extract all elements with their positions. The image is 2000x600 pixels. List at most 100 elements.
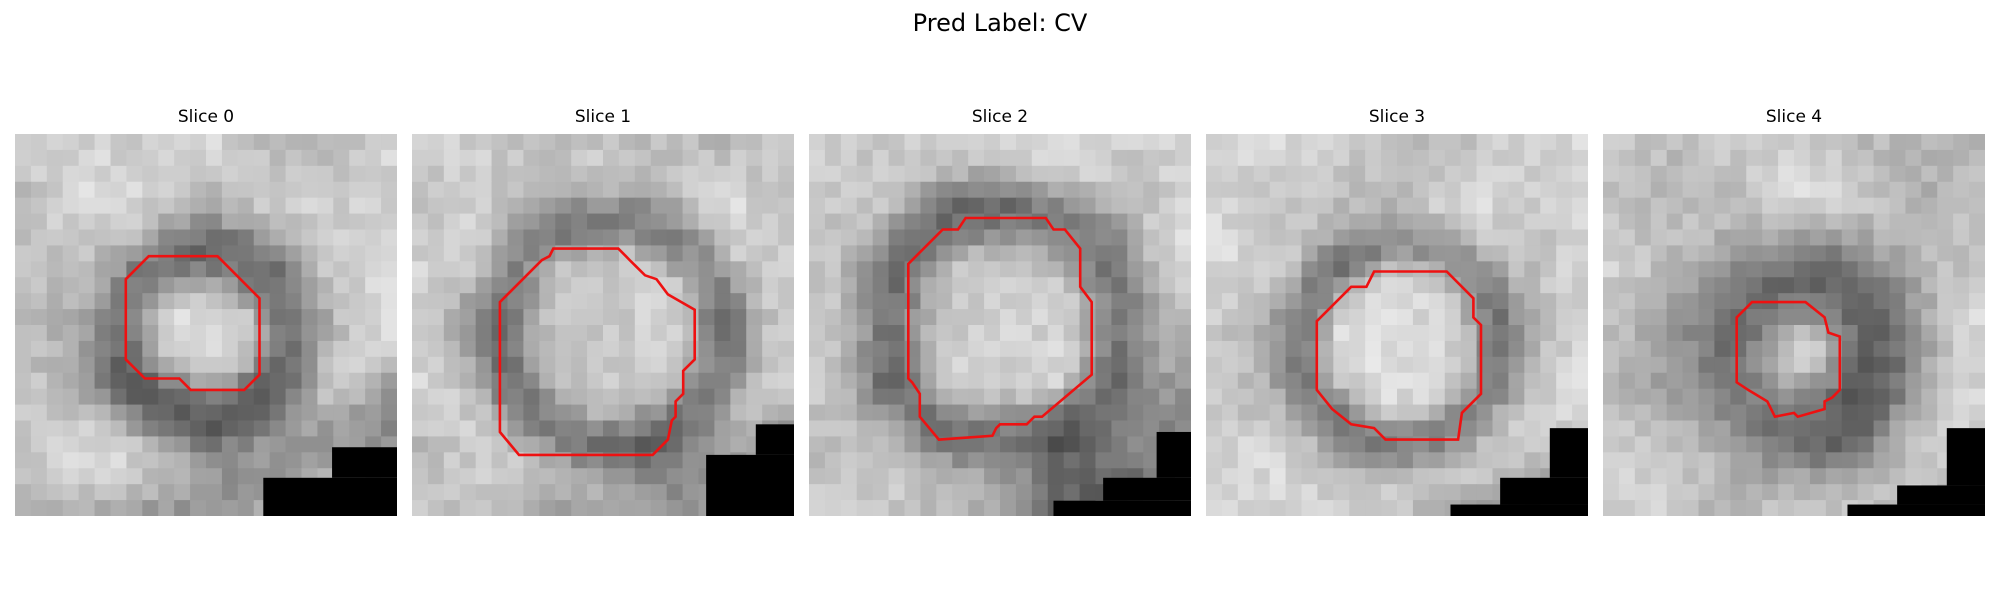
texture-pixel xyxy=(1317,229,1334,246)
texture-pixel xyxy=(1730,181,1747,199)
texture-pixel xyxy=(46,356,64,374)
texture-pixel xyxy=(856,197,874,214)
texture-pixel xyxy=(698,293,715,310)
texture-pixel xyxy=(94,420,111,437)
texture-pixel xyxy=(317,165,334,183)
texture-pixel xyxy=(190,293,207,310)
texture-pixel xyxy=(1206,309,1223,326)
texture-pixel xyxy=(809,356,826,374)
texture-pixel xyxy=(1921,372,1938,390)
texture-pixel xyxy=(1572,277,1588,294)
texture-pixel xyxy=(1794,468,1811,485)
texture-pixel xyxy=(1015,245,1033,262)
texture-pixel xyxy=(1603,213,1620,230)
texture-pixel xyxy=(730,245,747,262)
texture-pixel xyxy=(730,277,747,294)
texture-pixel xyxy=(1159,261,1176,278)
texture-pixel xyxy=(650,165,668,183)
texture-pixel xyxy=(1556,340,1573,358)
texture-pixel xyxy=(62,245,80,262)
texture-pixel xyxy=(1095,404,1112,421)
texture-pixel xyxy=(126,181,143,199)
texture-pixel xyxy=(1000,452,1017,469)
texture-pixel xyxy=(78,261,95,278)
texture-pixel xyxy=(523,325,540,342)
texture-pixel xyxy=(62,388,80,405)
texture-pixel xyxy=(1556,277,1573,294)
texture-pixel xyxy=(1746,181,1763,199)
texture-pixel xyxy=(698,356,715,374)
texture-pixel xyxy=(253,420,271,437)
texture-pixel xyxy=(1333,165,1350,183)
texture-pixel xyxy=(1698,277,1715,294)
texture-pixel xyxy=(1921,436,1938,453)
texture-pixel xyxy=(1650,277,1668,294)
texture-pixel xyxy=(1873,181,1890,199)
texture-pixel xyxy=(1682,245,1699,262)
texture-pixel xyxy=(1524,229,1541,246)
texture-pixel xyxy=(587,420,604,437)
texture-pixel xyxy=(365,325,382,342)
slice-image-1 xyxy=(412,134,794,516)
texture-pixel xyxy=(1698,420,1715,437)
texture-pixel xyxy=(1762,197,1779,214)
texture-pixel xyxy=(1778,325,1795,342)
texture-pixel xyxy=(269,340,286,358)
texture-pixel xyxy=(840,309,858,326)
texture-pixel xyxy=(1159,404,1176,421)
texture-pixel xyxy=(1047,213,1065,230)
texture-pixel xyxy=(1301,309,1318,326)
texture-pixel xyxy=(1349,404,1366,421)
texture-pixel xyxy=(968,149,985,167)
texture-pixel xyxy=(253,277,271,294)
texture-pixel xyxy=(253,229,271,246)
texture-pixel xyxy=(1953,356,1970,374)
texture-pixel xyxy=(285,165,302,183)
texture-pixel xyxy=(1841,277,1859,294)
texture-pixel xyxy=(968,325,985,342)
texture-pixel xyxy=(78,356,95,374)
texture-pixel xyxy=(1063,277,1080,294)
texture-pixel xyxy=(443,468,461,485)
texture-pixel xyxy=(1047,149,1065,167)
texture-pixel xyxy=(618,484,636,501)
texture-pixel xyxy=(1063,420,1080,437)
texture-pixel xyxy=(381,149,397,167)
texture-pixel xyxy=(475,388,492,405)
texture-pixel xyxy=(571,468,588,485)
texture-pixel xyxy=(1159,356,1176,374)
texture-pixel xyxy=(1237,213,1255,230)
texture-pixel xyxy=(714,309,731,326)
texture-pixel xyxy=(221,500,239,516)
texture-pixel xyxy=(1333,484,1350,501)
texture-pixel xyxy=(1365,325,1382,342)
texture-pixel xyxy=(459,309,477,326)
texture-pixel xyxy=(1015,452,1033,469)
texture-pixel xyxy=(1015,149,1033,167)
texture-pixel xyxy=(856,468,874,485)
texture-pixel xyxy=(1650,500,1668,516)
texture-pixel xyxy=(110,372,127,390)
texture-pixel xyxy=(968,277,985,294)
texture-pixel xyxy=(1333,261,1350,278)
texture-pixel xyxy=(1889,325,1906,342)
texture-pixel xyxy=(1476,134,1493,151)
texture-pixel xyxy=(1634,420,1652,437)
texture-pixel xyxy=(1889,452,1906,469)
texture-pixel xyxy=(1841,213,1859,230)
texture-pixel xyxy=(650,484,668,501)
texture-pixel xyxy=(1492,181,1509,199)
texture-pixel xyxy=(1031,420,1049,437)
texture-pixel xyxy=(1159,309,1176,326)
texture-pixel xyxy=(1301,468,1318,485)
texture-pixel xyxy=(1253,372,1271,390)
texture-pixel xyxy=(555,325,572,342)
texture-pixel xyxy=(1778,149,1795,167)
texture-pixel xyxy=(1079,484,1096,501)
texture-pixel xyxy=(936,452,953,469)
texture-pixel xyxy=(952,309,969,326)
texture-pixel xyxy=(15,293,32,310)
texture-pixel xyxy=(872,293,889,310)
texture-pixel xyxy=(1508,340,1525,358)
texture-pixel xyxy=(1937,134,1954,151)
